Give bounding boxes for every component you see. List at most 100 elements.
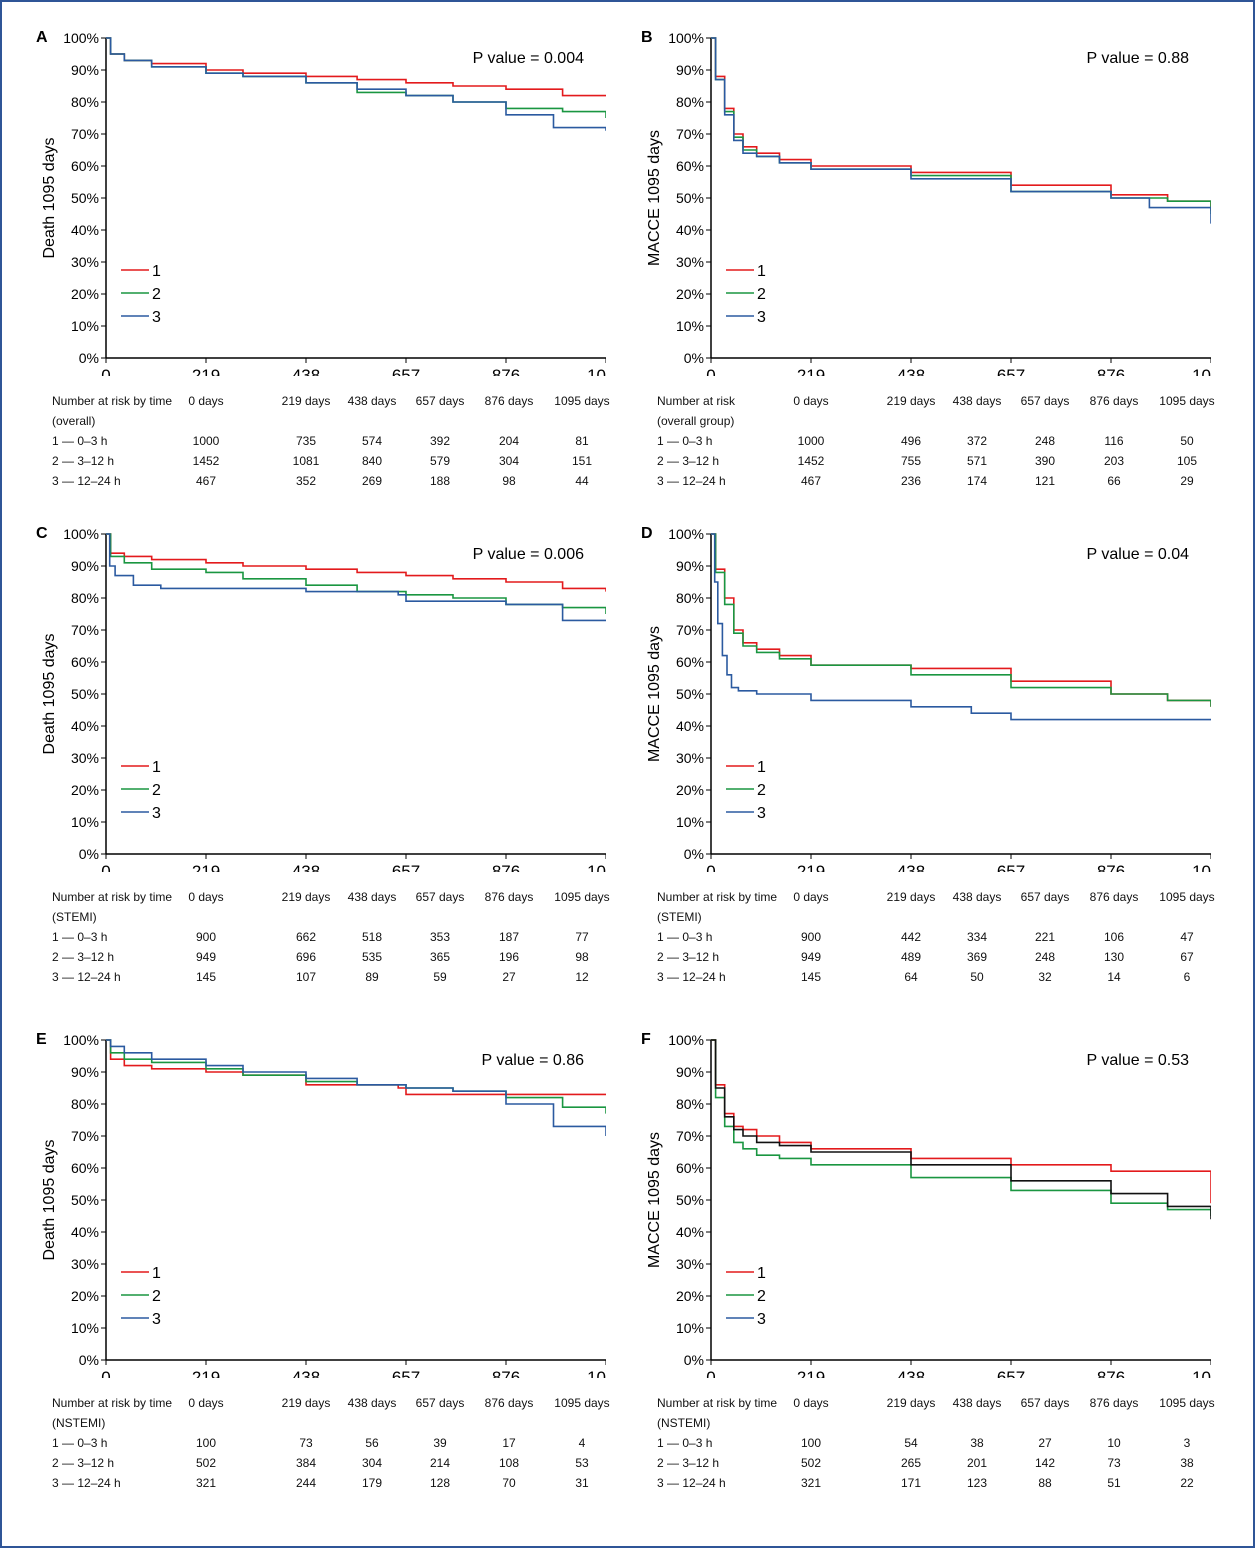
y-tick-label: 40% [676, 718, 704, 734]
risk-value: 100 [800, 1436, 822, 1450]
y-tick-label: 0% [79, 846, 99, 862]
x-tick-label: 0 [101, 366, 110, 376]
risk-table-header: Number at risk by time [657, 890, 778, 904]
risk-time-header: 876 days [1089, 1396, 1139, 1410]
risk-time-header: 438 days [347, 394, 397, 408]
y-tick-label: 10% [71, 1320, 99, 1336]
y-tick-label: 30% [71, 1256, 99, 1272]
y-tick-label: 30% [71, 750, 99, 766]
series-line-3 [106, 533, 606, 622]
risk-row-label: 1 — 0–3 h [52, 1436, 108, 1450]
risk-row-label: 2 — 3–12 h [657, 950, 720, 964]
legend-label: 3 [757, 805, 766, 822]
risk-time-header: 219 days [281, 394, 331, 408]
risk-table: Number at risk by time (STEMI) 0 days 219 d… [6, 870, 610, 1010]
risk-value: 10 [1107, 1436, 1121, 1450]
risk-value: 1081 [292, 454, 320, 468]
x-tick-label: 0 [706, 862, 715, 872]
km-plot: A 0% 10% 20% 30% 40% 50% 60% 70% 80% 90% 100% 0 219 43… [36, 29, 606, 376]
x-tick-label: 1095 [1192, 366, 1211, 376]
y-tick-label: 100% [668, 526, 704, 542]
x-tick-label: 657 [997, 366, 1025, 376]
risk-time-header: 876 days [484, 394, 534, 408]
y-tick-label: 0% [79, 1352, 99, 1368]
risk-time-header: 657 days [1020, 394, 1070, 408]
risk-time-header: 657 days [415, 1396, 465, 1410]
y-tick-label: 30% [676, 750, 704, 766]
risk-value: 755 [900, 454, 922, 468]
risk-row-label: 3 — 12–24 h [657, 474, 726, 488]
y-tick-label: 70% [676, 1128, 704, 1144]
x-tick-label: 657 [392, 862, 420, 872]
x-tick-label: 438 [292, 1368, 320, 1378]
risk-table: Number at risk (overall group) 0 days 219 d… [611, 374, 1215, 514]
risk-value: 248 [1034, 950, 1056, 964]
y-tick-label: 70% [71, 622, 99, 638]
risk-value: 579 [429, 454, 451, 468]
p-value-label: P value = 0.006 [473, 546, 584, 563]
risk-value: 384 [295, 1456, 317, 1470]
risk-value: 949 [800, 950, 822, 964]
risk-value: 38 [970, 1436, 984, 1450]
y-tick-label: 20% [71, 782, 99, 798]
legend-label: 1 [757, 263, 766, 280]
x-tick-label: 876 [492, 1368, 520, 1378]
panel-label: C [36, 525, 48, 542]
risk-value: 518 [361, 930, 383, 944]
series-line-3 [711, 37, 1211, 224]
risk-value: 196 [498, 950, 520, 964]
risk-value: 106 [1103, 930, 1125, 944]
panel-label: A [36, 29, 48, 46]
legend-label: 2 [757, 1288, 766, 1305]
risk-value: 390 [1034, 454, 1056, 468]
y-tick-label: 80% [676, 1096, 704, 1112]
panel-label: B [641, 29, 653, 46]
risk-time-header: 876 days [484, 1396, 534, 1410]
risk-value: 244 [295, 1476, 317, 1490]
y-tick-label: 40% [71, 1224, 99, 1240]
y-tick-label: 30% [71, 254, 99, 270]
x-tick-label: 219 [797, 1368, 825, 1378]
risk-time-header: 0 days [188, 1396, 224, 1410]
risk-table-header: Number at risk by time [52, 890, 173, 904]
risk-value: 236 [900, 474, 922, 488]
y-tick-label: 100% [63, 1032, 99, 1048]
y-tick-label: 80% [71, 590, 99, 606]
x-tick-label: 438 [897, 862, 925, 872]
y-tick-label: 80% [71, 94, 99, 110]
risk-value: 171 [900, 1476, 922, 1490]
km-plot: E 0% 10% 20% 30% 40% 50% 60% 70% 80% 90% 100% 0 219 43… [36, 1031, 606, 1378]
risk-table-subheader: (NSTEMI) [657, 1416, 711, 1430]
risk-time-header: 876 days [484, 890, 534, 904]
risk-value: 1000 [797, 434, 825, 448]
x-tick-label: 438 [897, 366, 925, 376]
km-plot: D 0% 10% 20% 30% 40% 50% 60% 70% 80% 90% 100% 0 219 43… [641, 525, 1211, 872]
y-tick-label: 20% [676, 1288, 704, 1304]
risk-value: 50 [1180, 434, 1194, 448]
x-tick-label: 219 [797, 366, 825, 376]
x-tick-label: 1095 [587, 1368, 606, 1378]
series-line-2 [711, 1039, 1211, 1216]
risk-value: 203 [1103, 454, 1125, 468]
y-tick-label: 100% [63, 30, 99, 46]
risk-time-header: 1095 days [554, 890, 610, 904]
risk-table: Number at risk by time (overall) 0 days 219… [6, 374, 610, 514]
x-tick-label: 657 [392, 1368, 420, 1378]
y-tick-label: 90% [71, 1064, 99, 1080]
legend-label: 1 [152, 263, 161, 280]
risk-value: 50 [970, 970, 984, 984]
risk-time-header: 219 days [886, 890, 936, 904]
risk-time-header: 219 days [886, 1396, 936, 1410]
y-tick-label: 50% [71, 190, 99, 206]
risk-value: 571 [966, 454, 988, 468]
y-tick-label: 60% [71, 158, 99, 174]
risk-table: Number at risk by time (STEMI) 0 days 219 d… [611, 870, 1215, 1010]
risk-value: 88 [1038, 1476, 1052, 1490]
risk-value: 265 [900, 1456, 922, 1470]
y-tick-label: 90% [676, 62, 704, 78]
x-tick-label: 438 [292, 366, 320, 376]
risk-row-label: 2 — 3–12 h [52, 950, 115, 964]
risk-value: 31 [575, 1476, 589, 1490]
chart-panel-c: C 0% 10% 20% 30% 40% 50% 60% 70% 80% 90% 100% 0 219 43… [6, 512, 610, 1012]
